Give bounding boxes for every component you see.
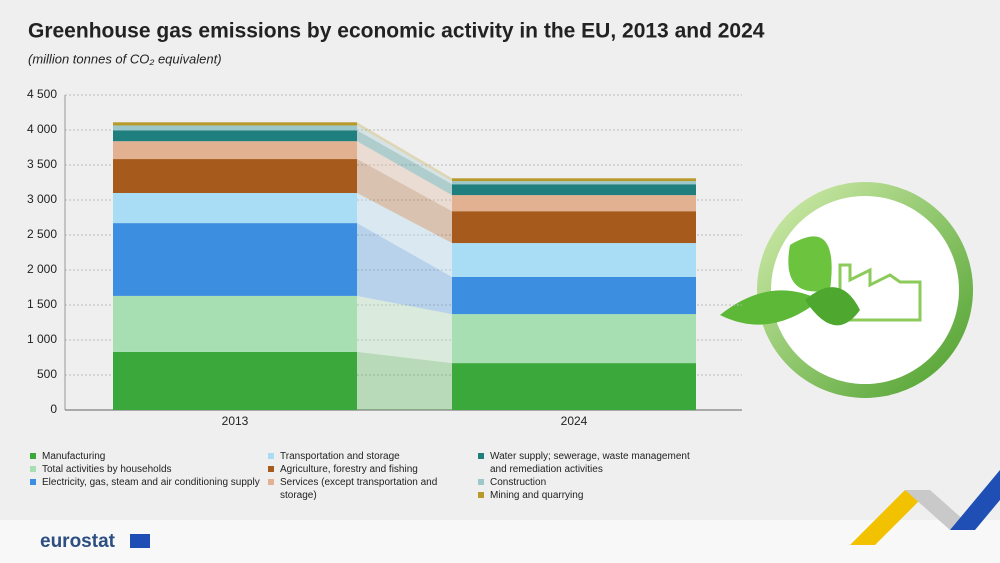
legend-swatch — [30, 466, 36, 472]
bar-segment — [113, 130, 357, 142]
legend-swatch — [30, 479, 36, 485]
bar-segment — [113, 223, 357, 296]
y-tick-label: 4 500 — [27, 87, 57, 101]
bar-segment — [113, 159, 357, 193]
bar-segment — [113, 351, 357, 410]
legend-item: Manufacturing — [30, 450, 265, 463]
legend-item: Transportation and storage — [268, 450, 473, 463]
legend-label: Manufacturing — [42, 451, 106, 462]
bar-segment — [113, 122, 357, 126]
bar-segment — [452, 314, 696, 364]
connector-band — [357, 122, 452, 182]
legend-label: Water supply; sewerage, waste management… — [490, 451, 690, 475]
chart-subtitle: (million tonnes of CO₂ equivalent) — [28, 51, 222, 66]
bar-segment — [452, 184, 696, 196]
y-tick-label: 500 — [37, 367, 57, 381]
connector-band — [357, 130, 452, 196]
y-tick-label: 4 000 — [27, 122, 57, 136]
legend: Manufacturing Total activities by househo… — [0, 450, 760, 510]
y-tick-label: 3 500 — [27, 157, 57, 171]
legend-swatch — [268, 453, 274, 459]
connector-band — [357, 295, 452, 364]
bar-segment — [113, 193, 357, 224]
x-tick-label: 2013 — [222, 414, 249, 428]
x-tick-label: 2024 — [561, 414, 588, 428]
legend-label: Mining and quarrying — [490, 490, 584, 501]
legend-column: Transportation and storage Agriculture, f… — [268, 450, 473, 502]
legend-swatch — [30, 453, 36, 459]
legend-item: Total activities by households — [30, 463, 265, 476]
y-tick-label: 1 000 — [27, 332, 57, 346]
legend-swatch — [478, 492, 484, 498]
bar-segment — [452, 243, 696, 277]
decoration-icon — [720, 182, 973, 398]
legend-item: Construction — [478, 476, 696, 489]
connector-band — [357, 141, 452, 212]
connector-band — [357, 193, 452, 277]
legend-label: Electricity, gas, steam and air conditio… — [42, 477, 260, 488]
bar-segment — [113, 141, 357, 160]
bar-segment — [113, 125, 357, 131]
connector-band — [357, 223, 452, 315]
legend-label: Construction — [490, 477, 547, 488]
legend-label: Transportation and storage — [280, 451, 400, 462]
legend-column: Water supply; sewerage, waste management… — [478, 450, 696, 502]
legend-item: Water supply; sewerage, waste management… — [478, 450, 696, 476]
legend-item: Services (except transportation and stor… — [268, 476, 473, 502]
connector-band — [357, 125, 452, 185]
bar-segment — [452, 178, 696, 182]
source-logo: eurostat — [40, 531, 116, 552]
y-tick-label: 2 500 — [27, 227, 57, 241]
legend-swatch — [478, 453, 484, 459]
bar-segment — [452, 363, 696, 410]
y-tick-label: 3 000 — [27, 192, 57, 206]
legend-label: Total activities by households — [42, 464, 172, 475]
connector-band — [357, 351, 452, 410]
y-tick-label: 2 000 — [27, 262, 57, 276]
eu-flag — [130, 534, 150, 548]
legend-swatch — [478, 479, 484, 485]
bar-segment — [452, 211, 696, 244]
decoration-arrows — [850, 470, 1000, 545]
bar-segment — [452, 195, 696, 212]
y-tick-label: 1 500 — [27, 297, 57, 311]
footer-band — [0, 520, 1000, 563]
chart-title: Greenhouse gas emissions by economic act… — [28, 20, 765, 43]
legend-label: Services (except transportation and stor… — [280, 477, 438, 501]
y-tick-label: 0 — [50, 402, 57, 416]
bar-segment — [452, 181, 696, 185]
legend-swatch — [268, 479, 274, 485]
legend-swatch — [268, 466, 274, 472]
bar-segment — [452, 277, 696, 315]
legend-item: Electricity, gas, steam and air conditio… — [30, 476, 265, 489]
legend-item: Mining and quarrying — [478, 489, 696, 502]
bar-segment — [113, 295, 357, 352]
legend-column: Manufacturing Total activities by househo… — [30, 450, 265, 489]
legend-label: Agriculture, forestry and fishing — [280, 464, 418, 475]
connector-band — [357, 159, 452, 244]
legend-item: Agriculture, forestry and fishing — [268, 463, 473, 476]
